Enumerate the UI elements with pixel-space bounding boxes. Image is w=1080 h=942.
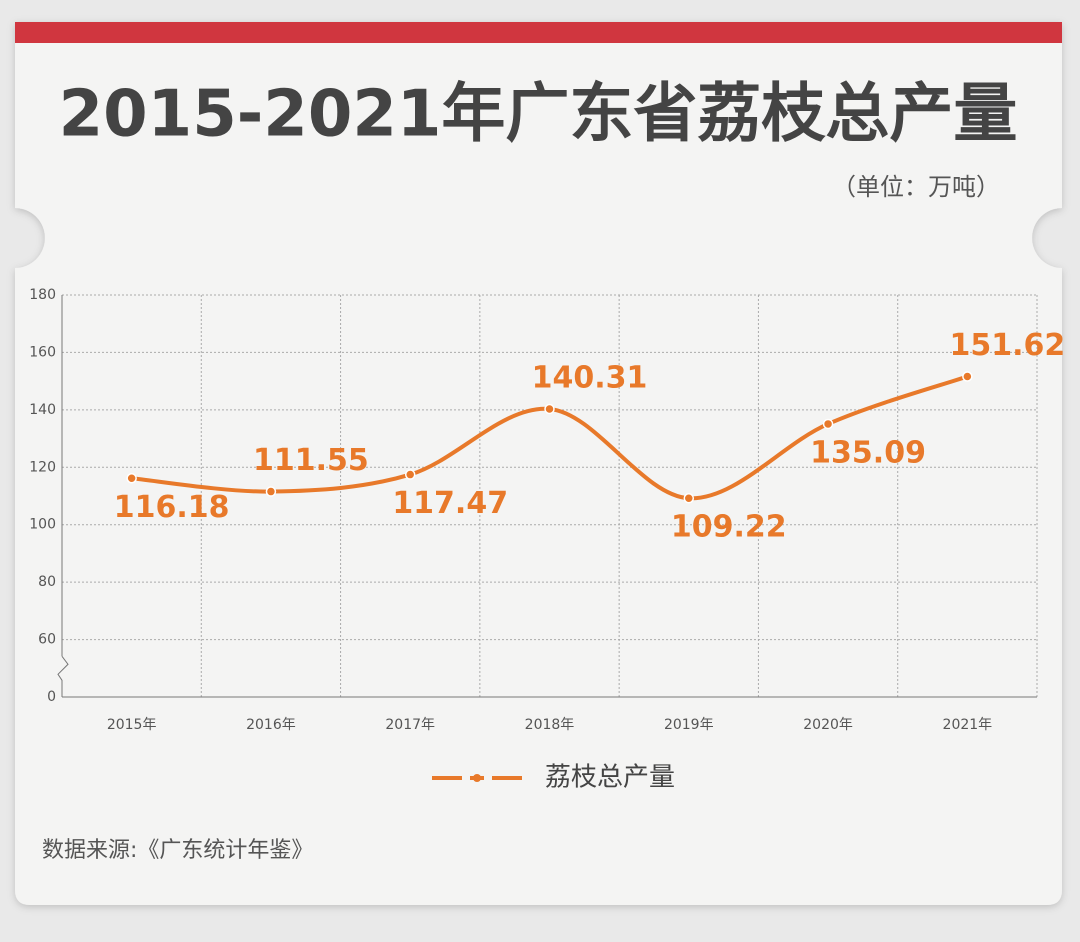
x-tick-label: 2018年 [525,717,575,733]
point [265,486,277,497]
y-tick-label: 80 [38,574,56,590]
card [15,22,1062,905]
y-tick-label: 140 [29,402,56,418]
y-tick-label: 120 [29,459,56,475]
point [683,492,695,504]
chart-title: 2015-2021年广东省荔枝总产量 [59,78,1018,152]
legend-dot [473,774,481,782]
y-tick-label: 180 [29,287,56,303]
x-tick-label: 2016年 [246,717,296,733]
y-tick-label: 0 [47,689,56,705]
y-tick-label: 60 [38,632,56,648]
data-label: 151.62 [949,328,1065,363]
point [962,371,973,382]
point [544,403,555,415]
point [822,418,834,430]
data-label: 135.09 [810,435,926,470]
data-label: 116.18 [114,490,230,525]
point [404,469,416,480]
source: 数据来源:《广东统计年鉴》 [42,838,313,863]
x-tick-label: 2020年 [803,717,853,733]
y-tick-label: 100 [29,517,56,533]
subtitle: （单位：万吨） [832,173,1000,201]
axis-break [57,655,69,697]
x-tick-label: 2017年 [385,717,435,733]
y-tick-label: 160 [29,344,56,360]
x-tick-label: 2019年 [664,717,714,733]
x-tick-label: 2015年 [107,717,157,733]
data-label: 111.55 [253,443,369,478]
top-bar [15,22,1062,43]
data-label: 140.31 [532,360,648,395]
legend-label: 荔枝总产量 [545,763,675,793]
data-label: 109.22 [671,510,787,545]
data-label: 117.47 [392,486,508,521]
point [126,473,137,484]
x-tick-label: 2021年 [943,717,993,733]
